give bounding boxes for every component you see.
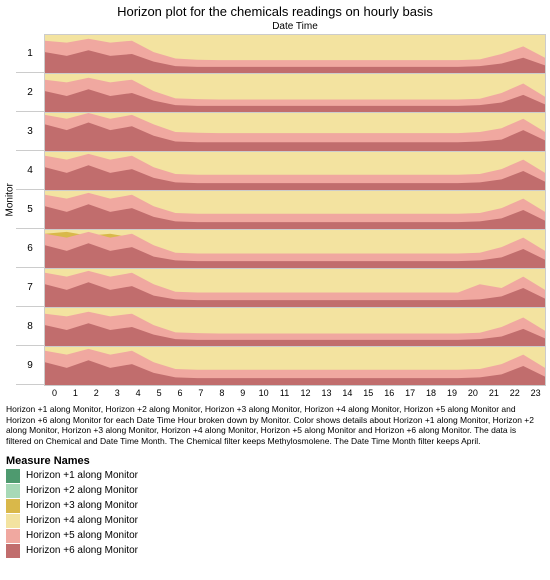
monitor-label: 4 <box>16 151 44 190</box>
x-tick: 0 <box>44 388 65 398</box>
monitor-label: 7 <box>16 268 44 307</box>
horizon-panel <box>44 347 545 386</box>
horizon-panel <box>44 191 545 230</box>
x-tick: 10 <box>253 388 274 398</box>
legend-swatch <box>6 469 20 483</box>
x-tick: 7 <box>190 388 211 398</box>
chart-title: Horizon plot for the chemicals readings … <box>4 4 546 19</box>
horizon-panel <box>44 35 545 74</box>
chart-panels-column <box>44 34 546 386</box>
x-tick: 14 <box>337 388 358 398</box>
monitor-label: 9 <box>16 346 44 385</box>
x-tick: 13 <box>316 388 337 398</box>
legend-label: Horizon +3 along Monitor <box>26 500 138 511</box>
x-tick: 9 <box>232 388 253 398</box>
x-tick: 19 <box>442 388 463 398</box>
monitor-labels-column: 123456789 <box>16 34 44 386</box>
x-tick: 3 <box>107 388 128 398</box>
legend-label: Horizon +4 along Monitor <box>26 515 138 526</box>
legend-item: Horizon +2 along Monitor <box>6 484 544 498</box>
x-tick: 4 <box>128 388 149 398</box>
legend-swatch <box>6 499 20 513</box>
chart-caption: Horizon +1 along Monitor, Horizon +2 alo… <box>6 404 544 447</box>
monitor-label: 6 <box>16 229 44 268</box>
x-axis-label: Date Time <box>44 21 546 32</box>
monitor-label: 3 <box>16 112 44 151</box>
x-tick: 8 <box>211 388 232 398</box>
legend-item: Horizon +6 along Monitor <box>6 544 544 558</box>
x-tick: 5 <box>149 388 170 398</box>
plot-area: Monitor 123456789 <box>4 34 546 386</box>
legend-label: Horizon +2 along Monitor <box>26 485 138 496</box>
x-tick: 17 <box>400 388 421 398</box>
x-tick: 12 <box>295 388 316 398</box>
horizon-panel <box>44 113 545 152</box>
x-tick: 22 <box>504 388 525 398</box>
x-tick: 2 <box>86 388 107 398</box>
horizon-panel <box>44 152 545 191</box>
legend-label: Horizon +6 along Monitor <box>26 545 138 556</box>
horizon-panel <box>44 269 545 308</box>
monitor-label: 1 <box>16 34 44 73</box>
legend-label: Horizon +5 along Monitor <box>26 530 138 541</box>
legend-swatch <box>6 544 20 558</box>
horizon-panel <box>44 308 545 347</box>
legend-title: Measure Names <box>6 455 544 467</box>
x-tick: 23 <box>525 388 546 398</box>
legend-item: Horizon +4 along Monitor <box>6 514 544 528</box>
horizon-panel <box>44 230 545 269</box>
legend-item: Horizon +1 along Monitor <box>6 469 544 483</box>
legend: Horizon +1 along Monitor Horizon +2 along… <box>4 469 546 558</box>
x-tick: 6 <box>170 388 191 398</box>
x-tick: 1 <box>65 388 86 398</box>
legend-swatch <box>6 484 20 498</box>
x-tick: 15 <box>358 388 379 398</box>
x-tick: 20 <box>462 388 483 398</box>
legend-label: Horizon +1 along Monitor <box>26 470 138 481</box>
y-axis-label: Monitor <box>5 204 16 216</box>
x-tick: 16 <box>379 388 400 398</box>
monitor-label: 8 <box>16 307 44 346</box>
legend-item: Horizon +3 along Monitor <box>6 499 544 513</box>
x-tick: 18 <box>421 388 442 398</box>
horizon-panel <box>44 74 545 113</box>
x-tick: 21 <box>483 388 504 398</box>
monitor-label: 2 <box>16 73 44 112</box>
monitor-label: 5 <box>16 190 44 229</box>
x-axis-ticks: 01234567891011121314151617181920212223 <box>44 388 546 398</box>
legend-swatch <box>6 514 20 528</box>
legend-item: Horizon +5 along Monitor <box>6 529 544 543</box>
legend-swatch <box>6 529 20 543</box>
x-tick: 11 <box>274 388 295 398</box>
